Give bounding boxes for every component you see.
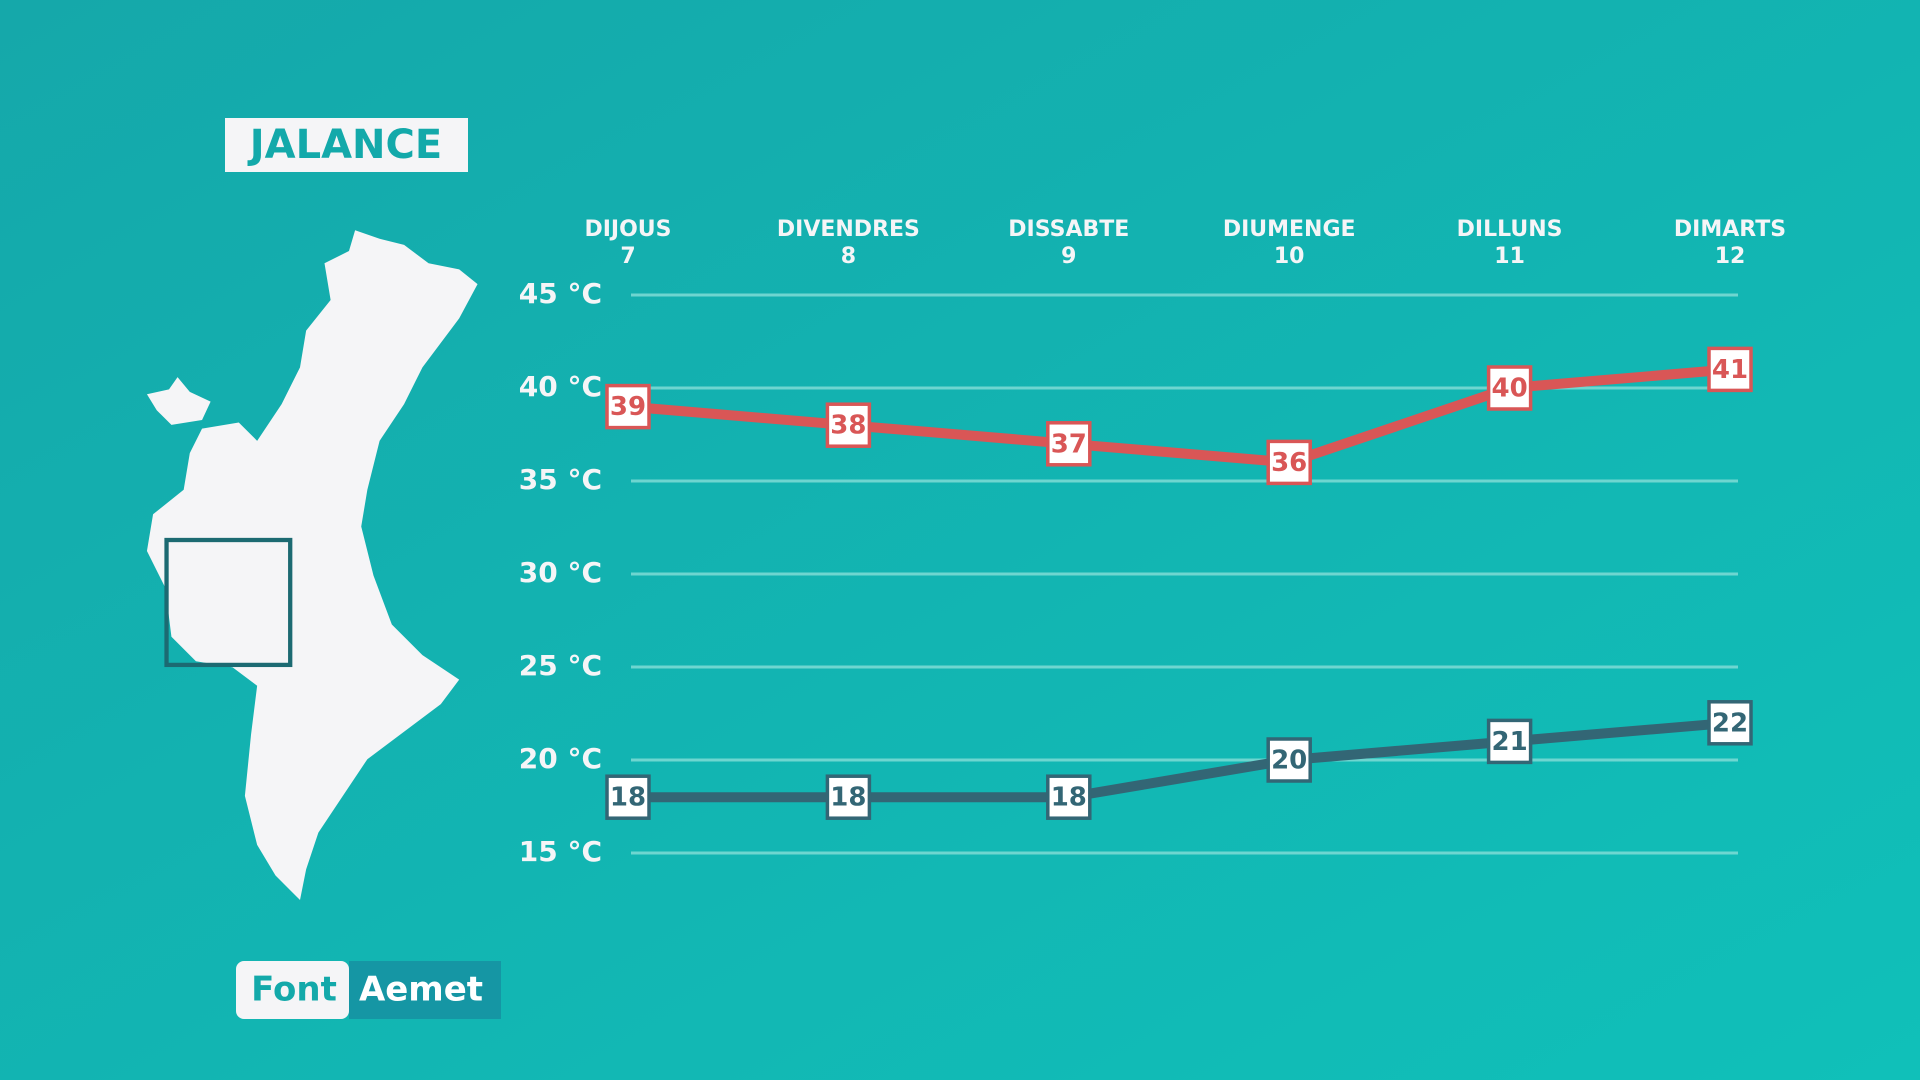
series-line [628, 717, 1731, 803]
data-label: 20 [1271, 746, 1307, 776]
data-label: 40 [1492, 374, 1528, 404]
chart-title: JALANCE [247, 122, 442, 168]
data-point [1266, 439, 1312, 486]
data-point [1486, 365, 1533, 411]
data-label: 22 [1712, 708, 1748, 738]
location-box [164, 537, 293, 668]
data-label: 36 [1271, 448, 1307, 478]
y-tick-label: 35 °C [519, 463, 602, 496]
x-tick-label: DISSABTE [1008, 217, 1129, 242]
map-shape [146, 230, 478, 901]
data-label: 41 [1712, 355, 1748, 385]
source: Aemet [359, 970, 483, 1010]
data-point [1046, 774, 1092, 820]
data-label: 18 [830, 783, 866, 813]
data-point [825, 402, 872, 448]
source-box [349, 961, 501, 1019]
x-tick-label: 7 [620, 244, 635, 269]
y-tick-label: 30 °C [519, 556, 602, 589]
x-tick-label: DIUMENGE [1223, 217, 1356, 242]
x-tick-label: DIVENDRES [777, 217, 920, 242]
source-label: Font [251, 970, 337, 1010]
y-tick-label: 20 °C [519, 742, 602, 775]
data-point [1486, 718, 1533, 765]
x-tick-label: 11 [1494, 244, 1525, 269]
x-tick-label: 8 [841, 244, 856, 269]
source-label-box [236, 961, 349, 1019]
data-point [605, 774, 651, 820]
x-tick-label: DIMARTS [1674, 217, 1786, 242]
map-island [146, 377, 211, 425]
x-tick-label: 9 [1061, 244, 1076, 269]
data-point [1707, 700, 1753, 746]
x-tick-label: 12 [1715, 244, 1746, 269]
data-label: 39 [610, 392, 646, 422]
data-point [1046, 421, 1092, 467]
data-label: 18 [1051, 783, 1087, 813]
y-tick-label: 45 °C [519, 277, 602, 310]
data-label: 38 [830, 411, 866, 441]
region-map [146, 230, 478, 901]
y-tick-label: 40 °C [519, 370, 602, 403]
data-point [825, 774, 872, 820]
data-point [605, 383, 651, 430]
title-box [225, 118, 468, 172]
data-label: 21 [1492, 727, 1528, 757]
data-point [1266, 737, 1312, 783]
x-tick-label: DIJOUS [584, 217, 671, 242]
data-label: 37 [1051, 429, 1087, 459]
data-point [1707, 346, 1753, 393]
series-line [627, 364, 1731, 468]
data-label: 18 [610, 783, 646, 813]
y-tick-label: 15 °C [519, 835, 602, 868]
x-tick-label: DILLUNS [1457, 217, 1563, 242]
x-tick-label: 10 [1274, 244, 1305, 269]
y-tick-label: 25 °C [519, 649, 602, 682]
